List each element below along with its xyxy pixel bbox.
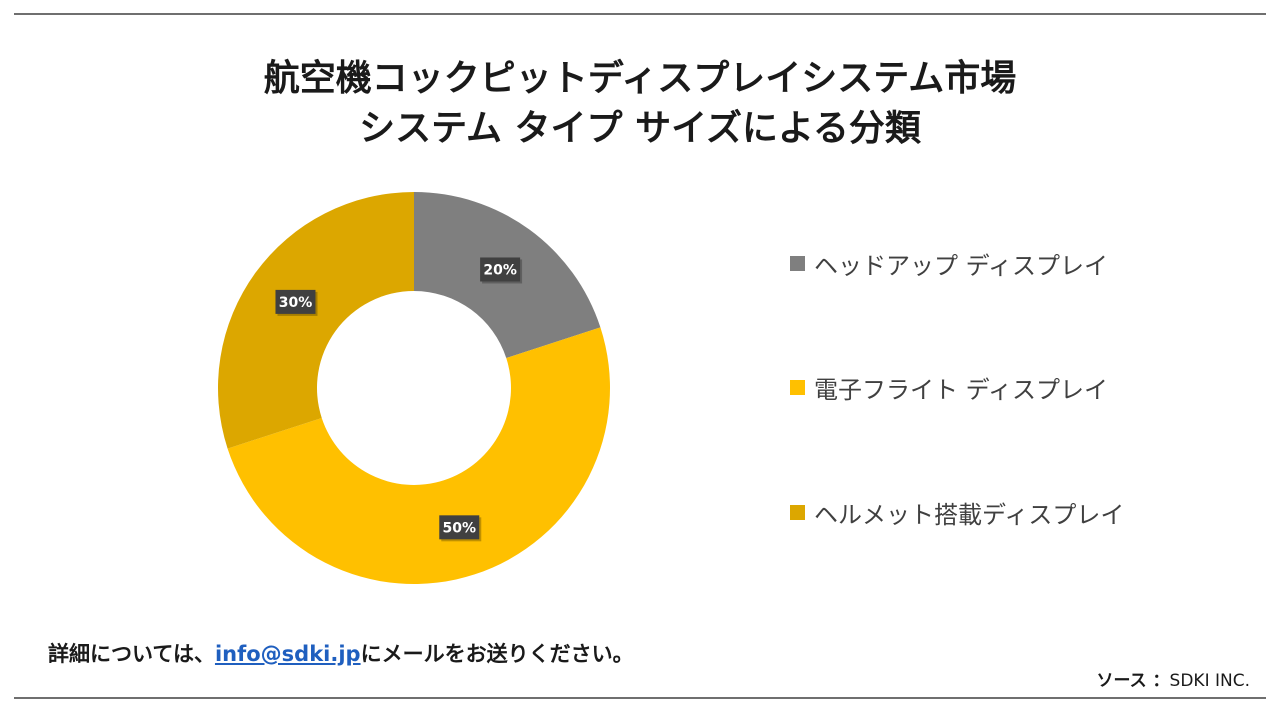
bottom-rule xyxy=(14,697,1266,699)
legend-item-hmd: ヘルメット搭載ディスプレイ xyxy=(790,495,1124,530)
chart-title-line2: システム タイプ サイズによる分類 xyxy=(359,108,921,149)
legend-label-efd: 電子フライト ディスプレイ xyxy=(814,376,1108,404)
legend-item-efd: 電子フライト ディスプレイ xyxy=(790,370,1108,405)
legend-label-hmd: ヘルメット搭載ディスプレイ xyxy=(814,501,1125,529)
source-label: ソース ： xyxy=(1096,671,1170,691)
chart-title: 航空機コックピットディスプレイシステム市場 システム タイプ サイズによる分類 xyxy=(0,54,1280,154)
contact-note: 詳細については、info@sdki.jpにメールをお送りください。 xyxy=(48,638,634,668)
data-label-efd: 50% xyxy=(439,515,482,542)
legend-swatch-efd xyxy=(790,380,805,395)
data-label-text-efd: 50% xyxy=(443,520,477,536)
donut-slice-efd xyxy=(227,327,610,584)
source-credit: ソース ：SDKI INC. xyxy=(1096,666,1250,691)
chart-title-line1: 航空機コックピットディスプレイシステム市場 xyxy=(263,58,1017,99)
donut-slice-hmd xyxy=(218,192,414,449)
legend-swatch-hmd xyxy=(790,505,805,520)
contact-note-suffix: にメールをお送りください。 xyxy=(360,642,634,666)
data-label-text-hmd: 30% xyxy=(279,295,313,311)
legend-swatch-hud xyxy=(790,256,805,271)
legend-label-hud: ヘッドアップ ディスプレイ xyxy=(814,252,1108,280)
source-value: SDKI INC. xyxy=(1169,671,1250,691)
data-label-hud: 20% xyxy=(480,257,523,284)
contact-note-prefix: 詳細については、 xyxy=(48,642,215,666)
top-rule xyxy=(14,13,1266,15)
data-label-text-hud: 20% xyxy=(483,262,517,278)
data-label-hmd: 30% xyxy=(275,289,318,316)
email-link[interactable]: info@sdki.jp xyxy=(214,642,361,666)
legend-item-hud: ヘッドアップ ディスプレイ xyxy=(790,246,1108,281)
